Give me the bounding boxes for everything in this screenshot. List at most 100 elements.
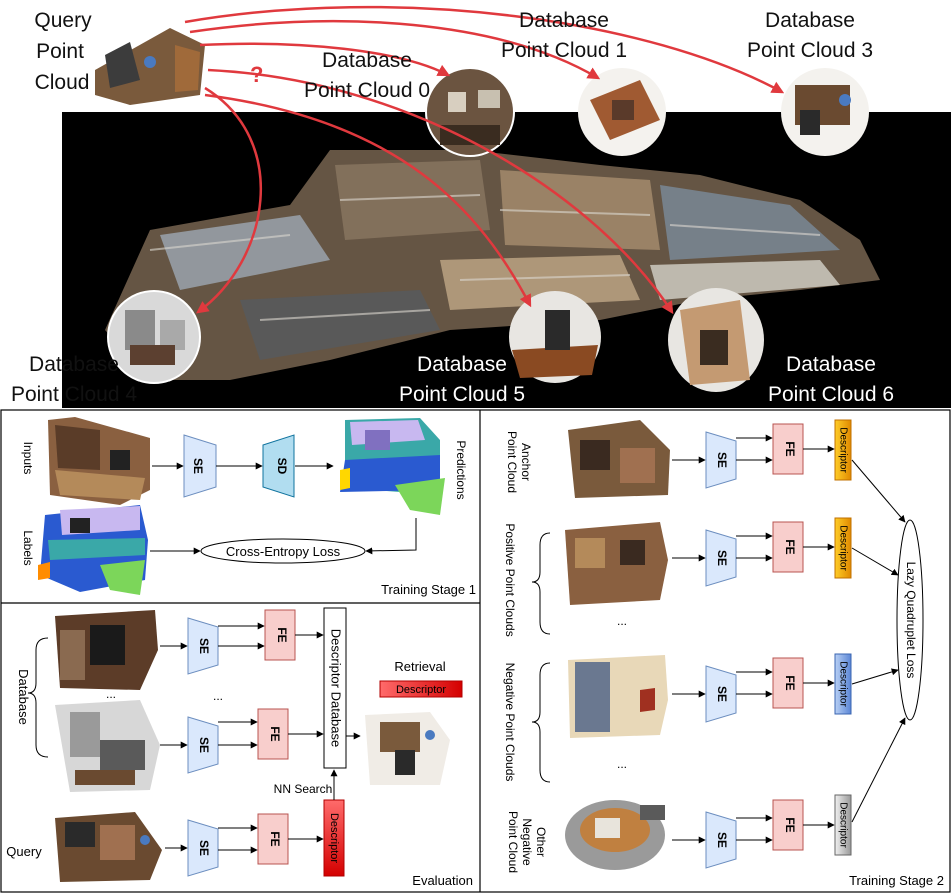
stage1-labels-image: [38, 505, 148, 595]
eval-retrieval-label: Retrieval: [394, 659, 445, 674]
stage2-descriptor-3: [834, 653, 852, 715]
evaluation-panel: ... Database SE FE ... SE FE Descriptor …: [6, 607, 473, 888]
query-label-line-1: Query: [34, 9, 92, 32]
stage1-loss-ellipse: [200, 538, 366, 564]
stage2-se-block-1: [705, 431, 737, 489]
db1-label-line-1: Database: [519, 9, 609, 32]
eval-query-image: [55, 812, 162, 882]
database-thumb-3: [781, 68, 869, 156]
eval-descriptor-database: [323, 607, 347, 769]
stage1-predictions-image: [340, 418, 445, 515]
db6-label-line-1: Database: [786, 353, 876, 376]
db0-label: Database Point Cloud 0: [304, 49, 430, 102]
eval-retrieval-descriptor: [379, 680, 463, 698]
eval-database-brace: [27, 637, 49, 758]
db4-label: Database Point Cloud 4: [11, 353, 137, 406]
db3-label: Database Point Cloud 3: [747, 9, 873, 62]
panel-borders: [0, 409, 951, 893]
eval-title: Evaluation: [412, 873, 473, 888]
eval-db-image-2: [55, 700, 160, 792]
stage2-anchor-image: [568, 420, 670, 498]
stage2-descriptor-label-2: Descriptor: [837, 525, 848, 571]
stage2-se-block-4: [705, 811, 737, 869]
eval-retrieval-descriptor-label: Descriptor: [396, 684, 446, 696]
eval-fe-block-1: [264, 609, 296, 661]
stage1-input-image: [48, 417, 150, 505]
stage1-title: Training Stage 1: [381, 582, 476, 597]
query-label-line-2: Point: [36, 40, 84, 63]
stage1-predictions-label: Predictions: [454, 440, 468, 499]
db0-label-line-2: Point Cloud 0: [304, 79, 430, 102]
stage2-fe-label-3: FE: [783, 675, 797, 690]
stage1-sd-block: [262, 434, 295, 498]
db5-label: Database Point Cloud 5: [399, 353, 525, 406]
eval-se-label-1: SE: [197, 638, 211, 654]
eval-fe-label-2: FE: [268, 726, 282, 741]
stage2-descriptor-label-4: Descriptor: [837, 802, 848, 848]
stage2-other-image: [565, 800, 665, 870]
stage2-other-label-3: Point Cloud: [506, 811, 520, 873]
eval-se-block-2: [187, 716, 219, 774]
stage2-se-label-1: SE: [715, 452, 729, 468]
eval-retrieval-image: [365, 712, 450, 785]
eval-db-dots: ...: [106, 687, 116, 701]
stage1-inputs-label: Inputs: [21, 442, 35, 475]
db1-label-line-2: Point Cloud 1: [501, 39, 627, 62]
eval-database-label: Database: [16, 669, 31, 725]
db0-label-line-1: Database: [322, 49, 412, 72]
eval-fe-label-1: FE: [275, 627, 289, 642]
stage2-negative-label: Negative Point Clouds: [503, 663, 517, 782]
stage2-se-label-4: SE: [715, 832, 729, 848]
query-point-cloud-image: [95, 28, 205, 105]
stage2-fe-block-3: [772, 657, 804, 709]
stage2-positive-image: [565, 522, 668, 605]
eval-se-label-2: SE: [197, 737, 211, 753]
stage2-descriptor-label-1: Descriptor: [837, 427, 848, 473]
query-label-line-3: Cloud: [35, 71, 90, 94]
stage1-labels-label: Labels: [21, 530, 35, 565]
db3-label-line-2: Point Cloud 3: [747, 39, 873, 62]
eval-se-block-3: [187, 819, 219, 877]
stage2-other-label-1: Other: [534, 827, 548, 857]
database-thumb-4: [107, 290, 201, 384]
stage2-fe-label-2: FE: [783, 539, 797, 554]
db1-label: Database Point Cloud 1: [501, 9, 627, 62]
stage2-fe-label-1: FE: [783, 441, 797, 456]
stage1-sd-label: SD: [275, 458, 289, 475]
stage2-se-label-3: SE: [715, 686, 729, 702]
database-thumb-0: [425, 67, 515, 157]
stage2-loss-label: Lazy Quadruplet Loss: [904, 562, 918, 679]
training-stage-1: Inputs SE SD Predictions Labels: [21, 417, 476, 597]
database-thumb-1: [578, 68, 666, 156]
stage1-arrow-pred-loss: [365, 518, 417, 555]
stage2-fe-label-4: FE: [783, 817, 797, 832]
stage1-loss-label: Cross-Entropy Loss: [226, 544, 341, 559]
stage2-anchor-label-1: Anchor: [519, 443, 533, 481]
stage2-loss-ellipse: [896, 519, 924, 721]
db4-label-line-2: Point Cloud 4: [11, 383, 137, 406]
eval-fe-block-2: [257, 708, 289, 760]
stage2-negative-brace: [531, 662, 551, 783]
eval-descriptor-database-label: Descriptor Database: [329, 629, 344, 748]
query-arrows: [184, 5, 785, 315]
stage2-descriptor-label-3: Descriptor: [837, 661, 848, 707]
db3-label-line-1: Database: [765, 9, 855, 32]
db5-label-line-2: Point Cloud 5: [399, 383, 525, 406]
training-stage-2: Anchor Point Cloud SE FE Descriptor Posi…: [503, 419, 944, 888]
eval-se-block-1: [187, 617, 219, 675]
building-point-cloud: [105, 150, 880, 380]
stage1-se-block: [183, 434, 217, 498]
db4-label-line-1: Database: [29, 353, 119, 376]
db6-label-line-2: Point Cloud 6: [768, 383, 894, 406]
db5-label-line-1: Database: [417, 353, 507, 376]
stage2-fe-block-4: [772, 799, 804, 851]
stage2-other-label-2: Negative: [520, 818, 534, 866]
stage2-se-block-3: [705, 665, 737, 723]
stage2-positive-dots: ...: [617, 614, 627, 628]
stage2-se-block-2: [705, 529, 737, 587]
stage2-positive-brace: [531, 532, 551, 635]
eval-query-label: Query: [6, 844, 42, 859]
stage2-negative-image: [568, 655, 668, 738]
query-label: Query Point Cloud: [34, 9, 92, 94]
